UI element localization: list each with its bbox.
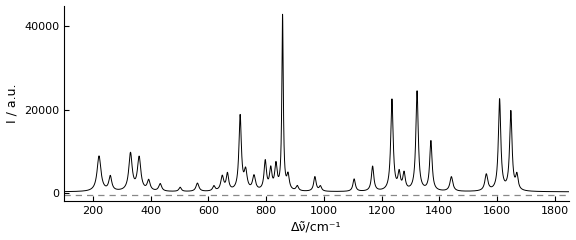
Y-axis label: I / a.u.: I / a.u. [6,84,18,123]
X-axis label: Δν̃/cm⁻¹: Δν̃/cm⁻¹ [291,222,342,234]
